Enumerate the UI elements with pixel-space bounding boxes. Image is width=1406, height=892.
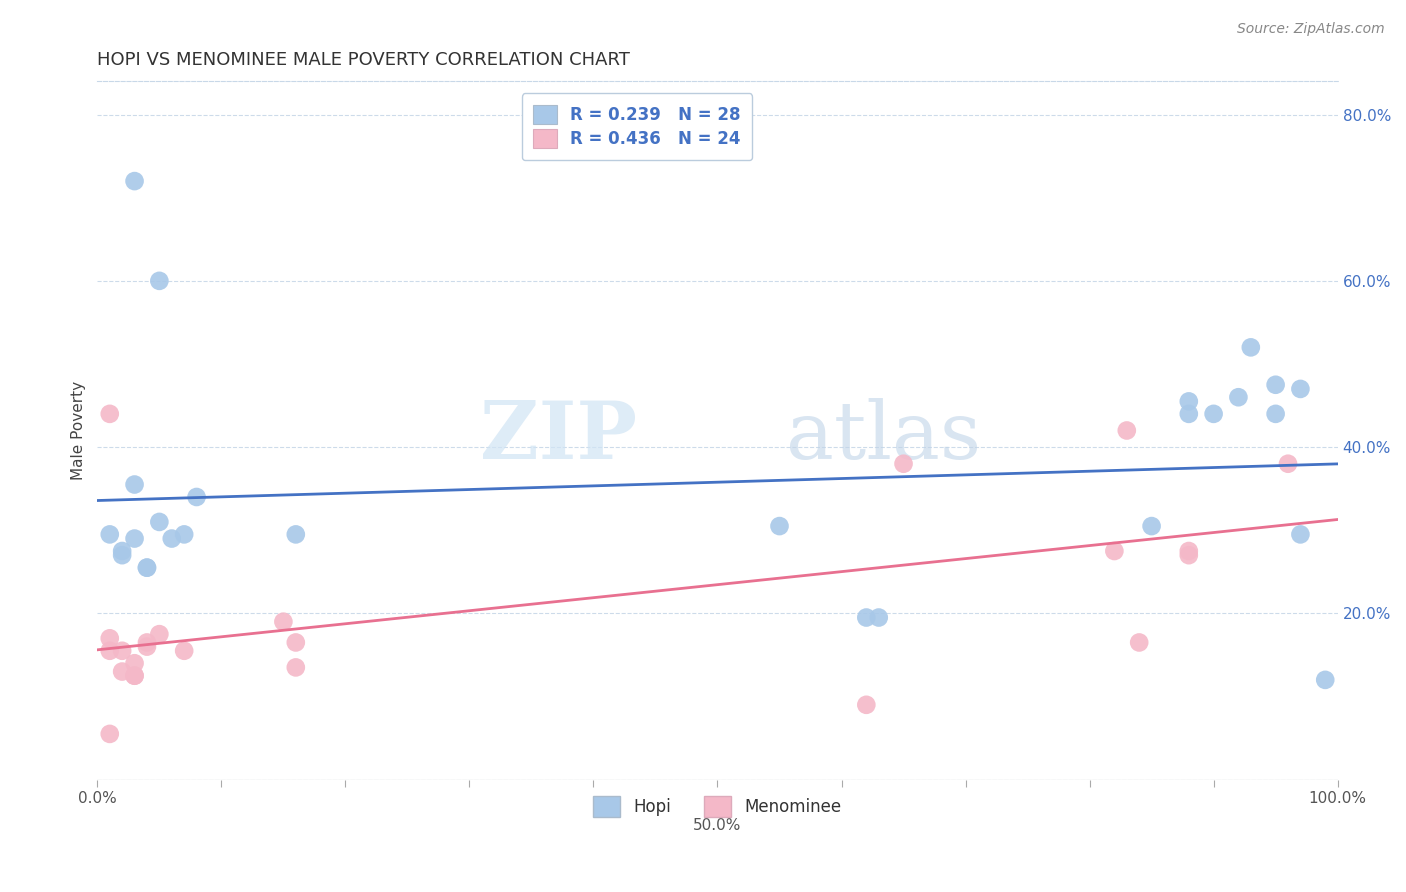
Point [1240,340,1263,354]
Point [1115,424,1137,438]
Point [1178,548,1201,562]
Point [1178,544,1201,558]
Point [1264,377,1286,392]
Point [186,490,208,504]
Point [284,635,307,649]
Point [148,274,170,288]
Point [124,657,146,671]
Point [1128,635,1150,649]
Point [284,660,307,674]
Point [1104,544,1126,558]
Point [124,532,146,546]
Point [855,698,877,712]
Point [173,644,195,658]
Point [273,615,295,629]
Point [1178,394,1201,409]
Point [111,644,134,658]
Point [98,407,121,421]
Point [173,527,195,541]
Point [111,548,134,562]
Point [98,632,121,646]
Point [1227,390,1250,404]
Point [124,669,146,683]
Text: 50.0%: 50.0% [693,818,742,833]
Point [136,635,159,649]
Legend: Hopi, Menominee: Hopi, Menominee [586,789,848,823]
Point [1289,382,1312,396]
Point [111,665,134,679]
Point [98,644,121,658]
Point [111,544,134,558]
Point [284,527,307,541]
Point [136,560,159,574]
Text: Source: ZipAtlas.com: Source: ZipAtlas.com [1237,22,1385,37]
Point [148,627,170,641]
Point [1289,527,1312,541]
Point [124,669,146,683]
Point [1264,407,1286,421]
Point [98,727,121,741]
Point [160,532,183,546]
Y-axis label: Male Poverty: Male Poverty [72,381,86,480]
Point [124,477,146,491]
Point [868,610,890,624]
Point [148,515,170,529]
Point [1140,519,1163,533]
Point [136,560,159,574]
Text: HOPI VS MENOMINEE MALE POVERTY CORRELATION CHART: HOPI VS MENOMINEE MALE POVERTY CORRELATI… [97,51,630,69]
Point [98,527,121,541]
Point [124,174,146,188]
Point [1315,673,1337,687]
Point [893,457,915,471]
Point [136,640,159,654]
Text: ZIP: ZIP [479,399,637,476]
Point [768,519,790,533]
Text: atlas: atlas [786,399,981,476]
Point [855,610,877,624]
Point [1277,457,1299,471]
Point [1178,407,1201,421]
Point [1202,407,1225,421]
